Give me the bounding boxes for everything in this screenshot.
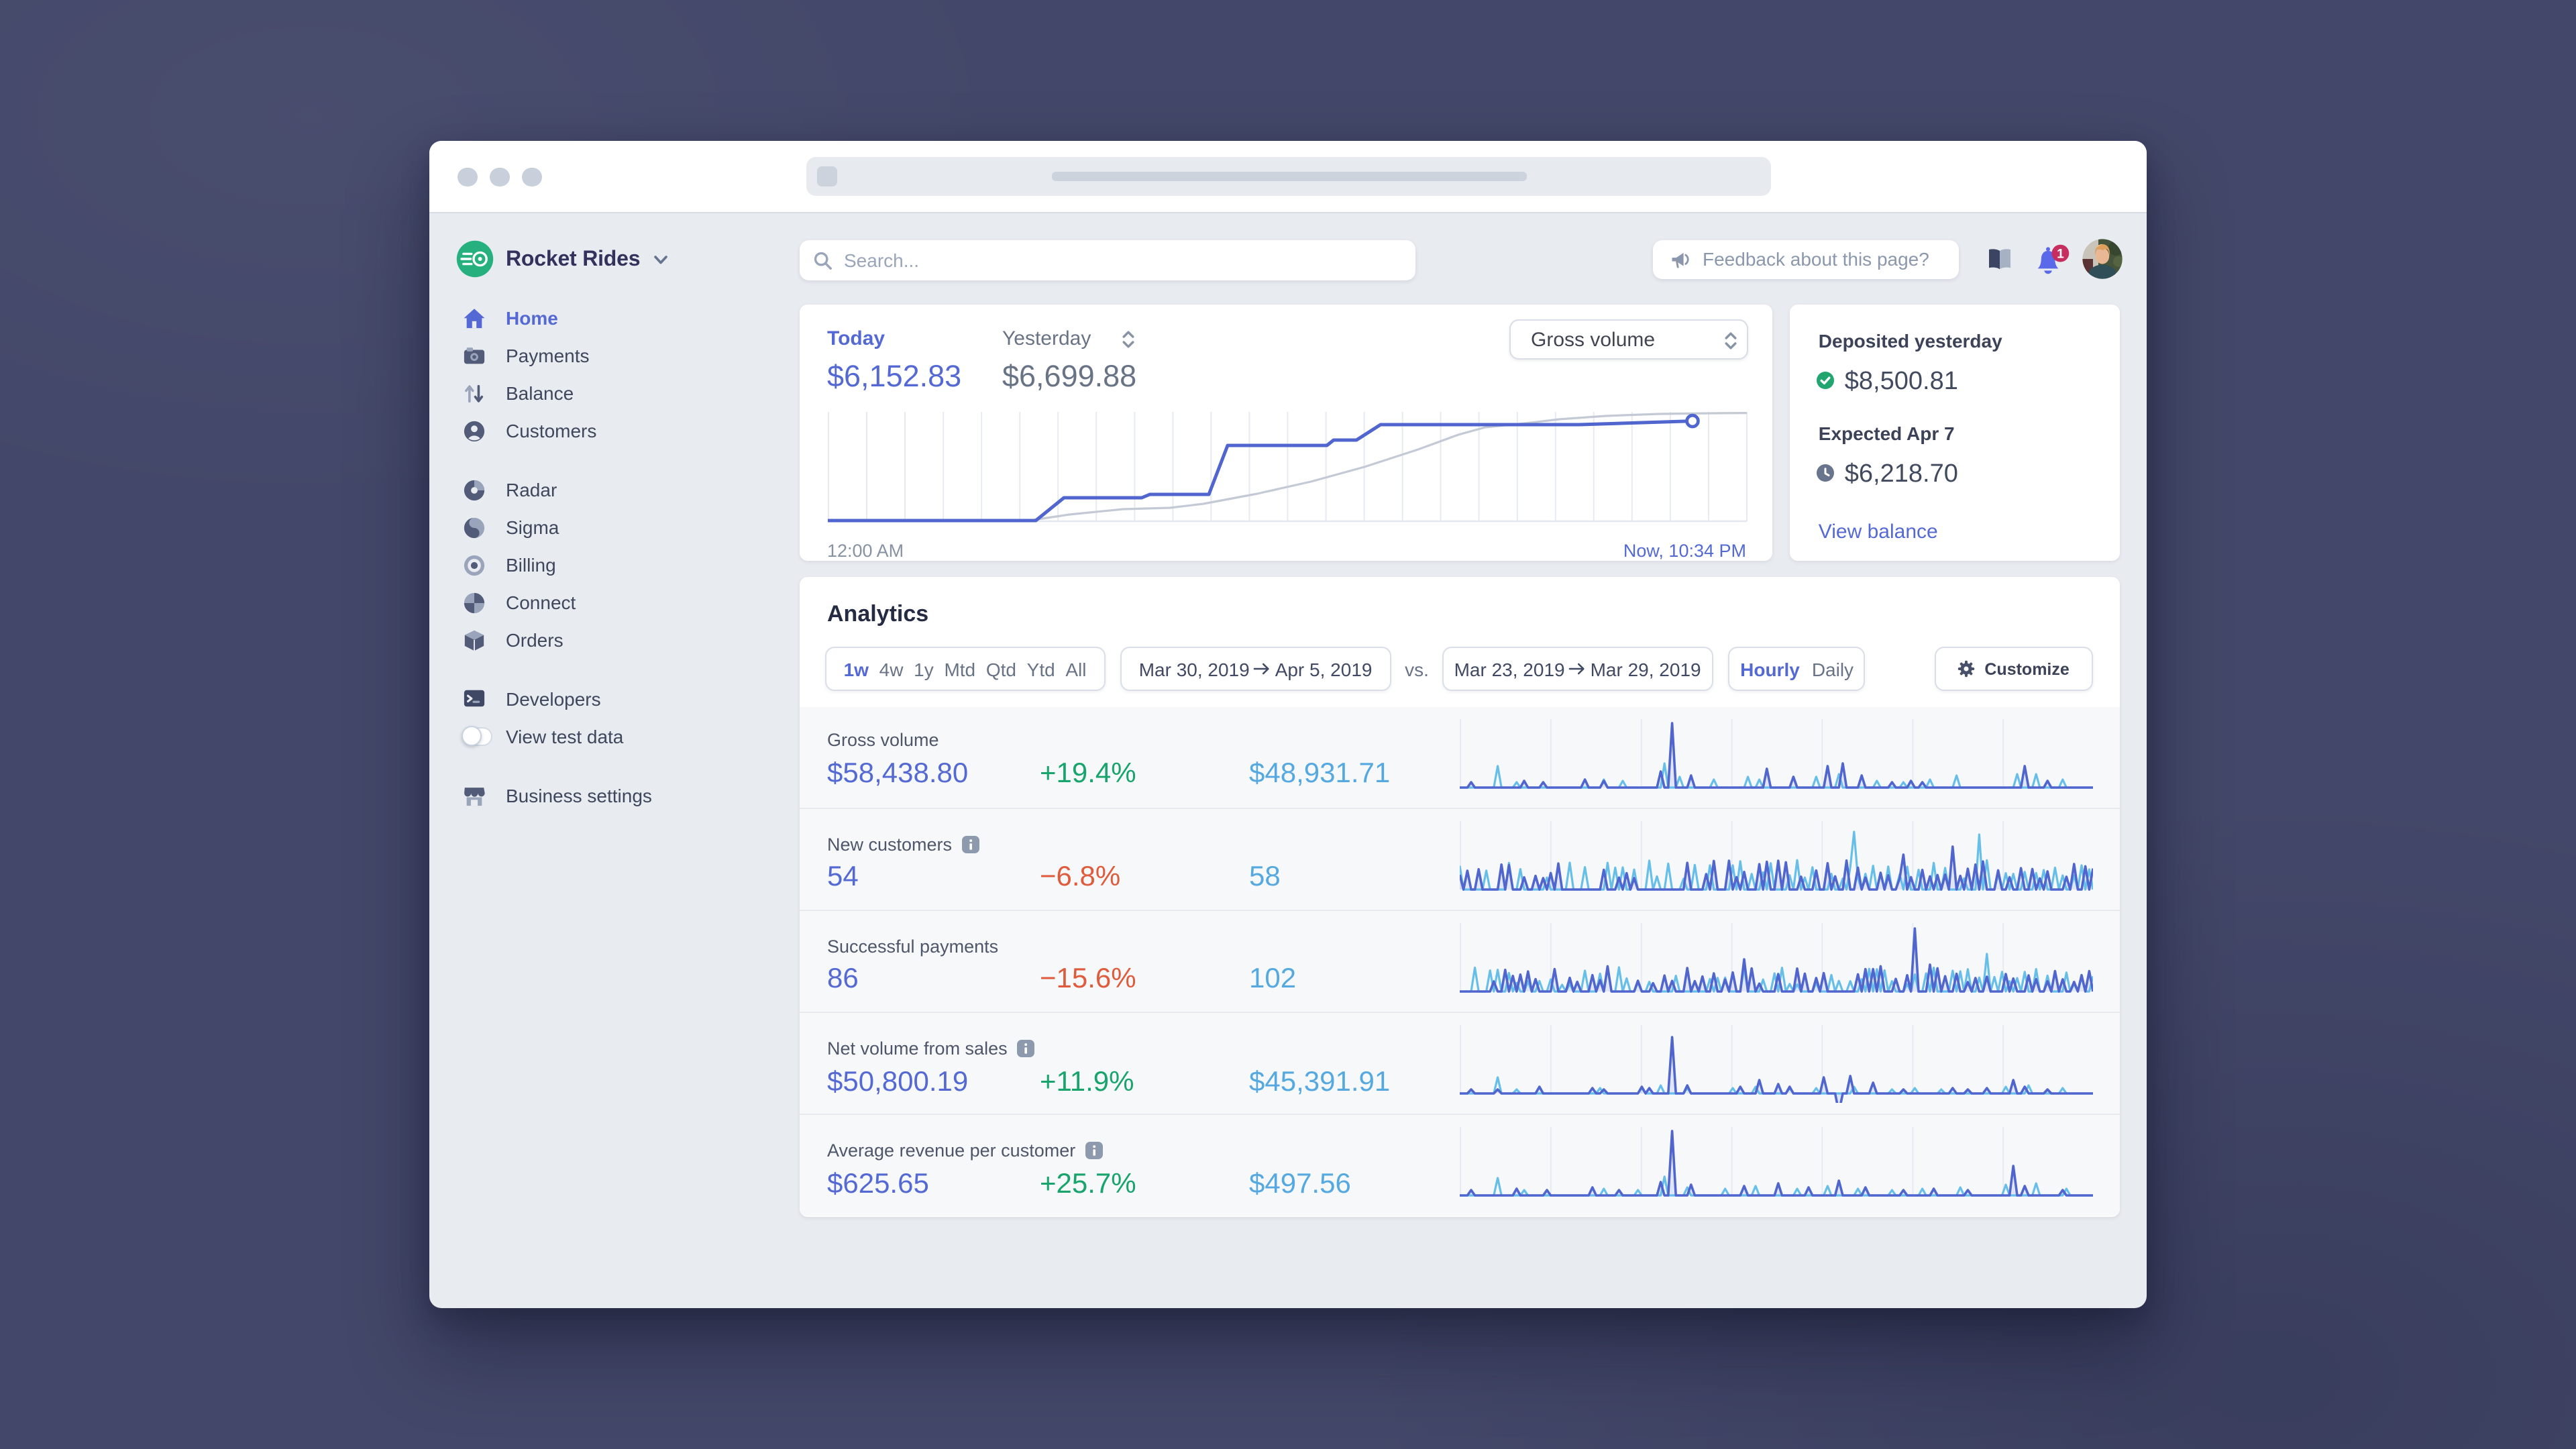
svg-text:1: 1 <box>2057 246 2064 260</box>
